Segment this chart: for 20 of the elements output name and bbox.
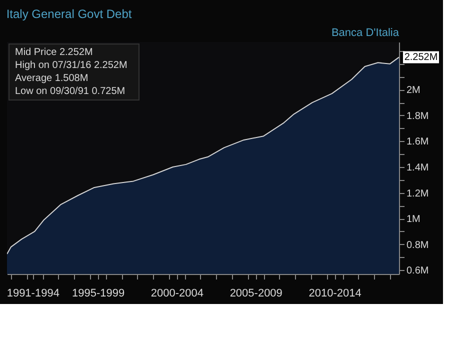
- annotation: Average 1.508M: [15, 73, 88, 84]
- x-tick-label: 1995-1999: [72, 288, 125, 300]
- y-tick-label: 2M: [406, 85, 420, 96]
- y-tick-label: 1.8M: [406, 110, 429, 122]
- chart-title: Italy General Govt Debt: [6, 7, 132, 21]
- annotation: 2.252M: [404, 52, 438, 64]
- y-tick-label: 0.6M: [406, 266, 429, 277]
- x-tick-label: 2000-2004: [150, 288, 204, 300]
- y-tick-label: 1.6M: [406, 136, 429, 148]
- annotation: Low on 09/30/91 0.725M: [15, 86, 126, 97]
- x-tick-label: 1991-1994: [6, 288, 60, 300]
- annotation: Mid Price 2.252M: [15, 47, 93, 58]
- y-tick-label: 1.2M: [406, 188, 429, 200]
- annotation: High on 07/31/16 2.252M: [15, 60, 128, 71]
- y-tick-label: 1M: [406, 214, 420, 226]
- y-tick-label: 0.8M: [406, 240, 429, 251]
- y-tick-label: 1.4M: [406, 162, 429, 174]
- x-tick-label: 2010-2014: [308, 288, 362, 300]
- text: Banca D'Italia: [331, 27, 400, 39]
- x-tick-label: 2005-2009: [230, 288, 282, 300]
